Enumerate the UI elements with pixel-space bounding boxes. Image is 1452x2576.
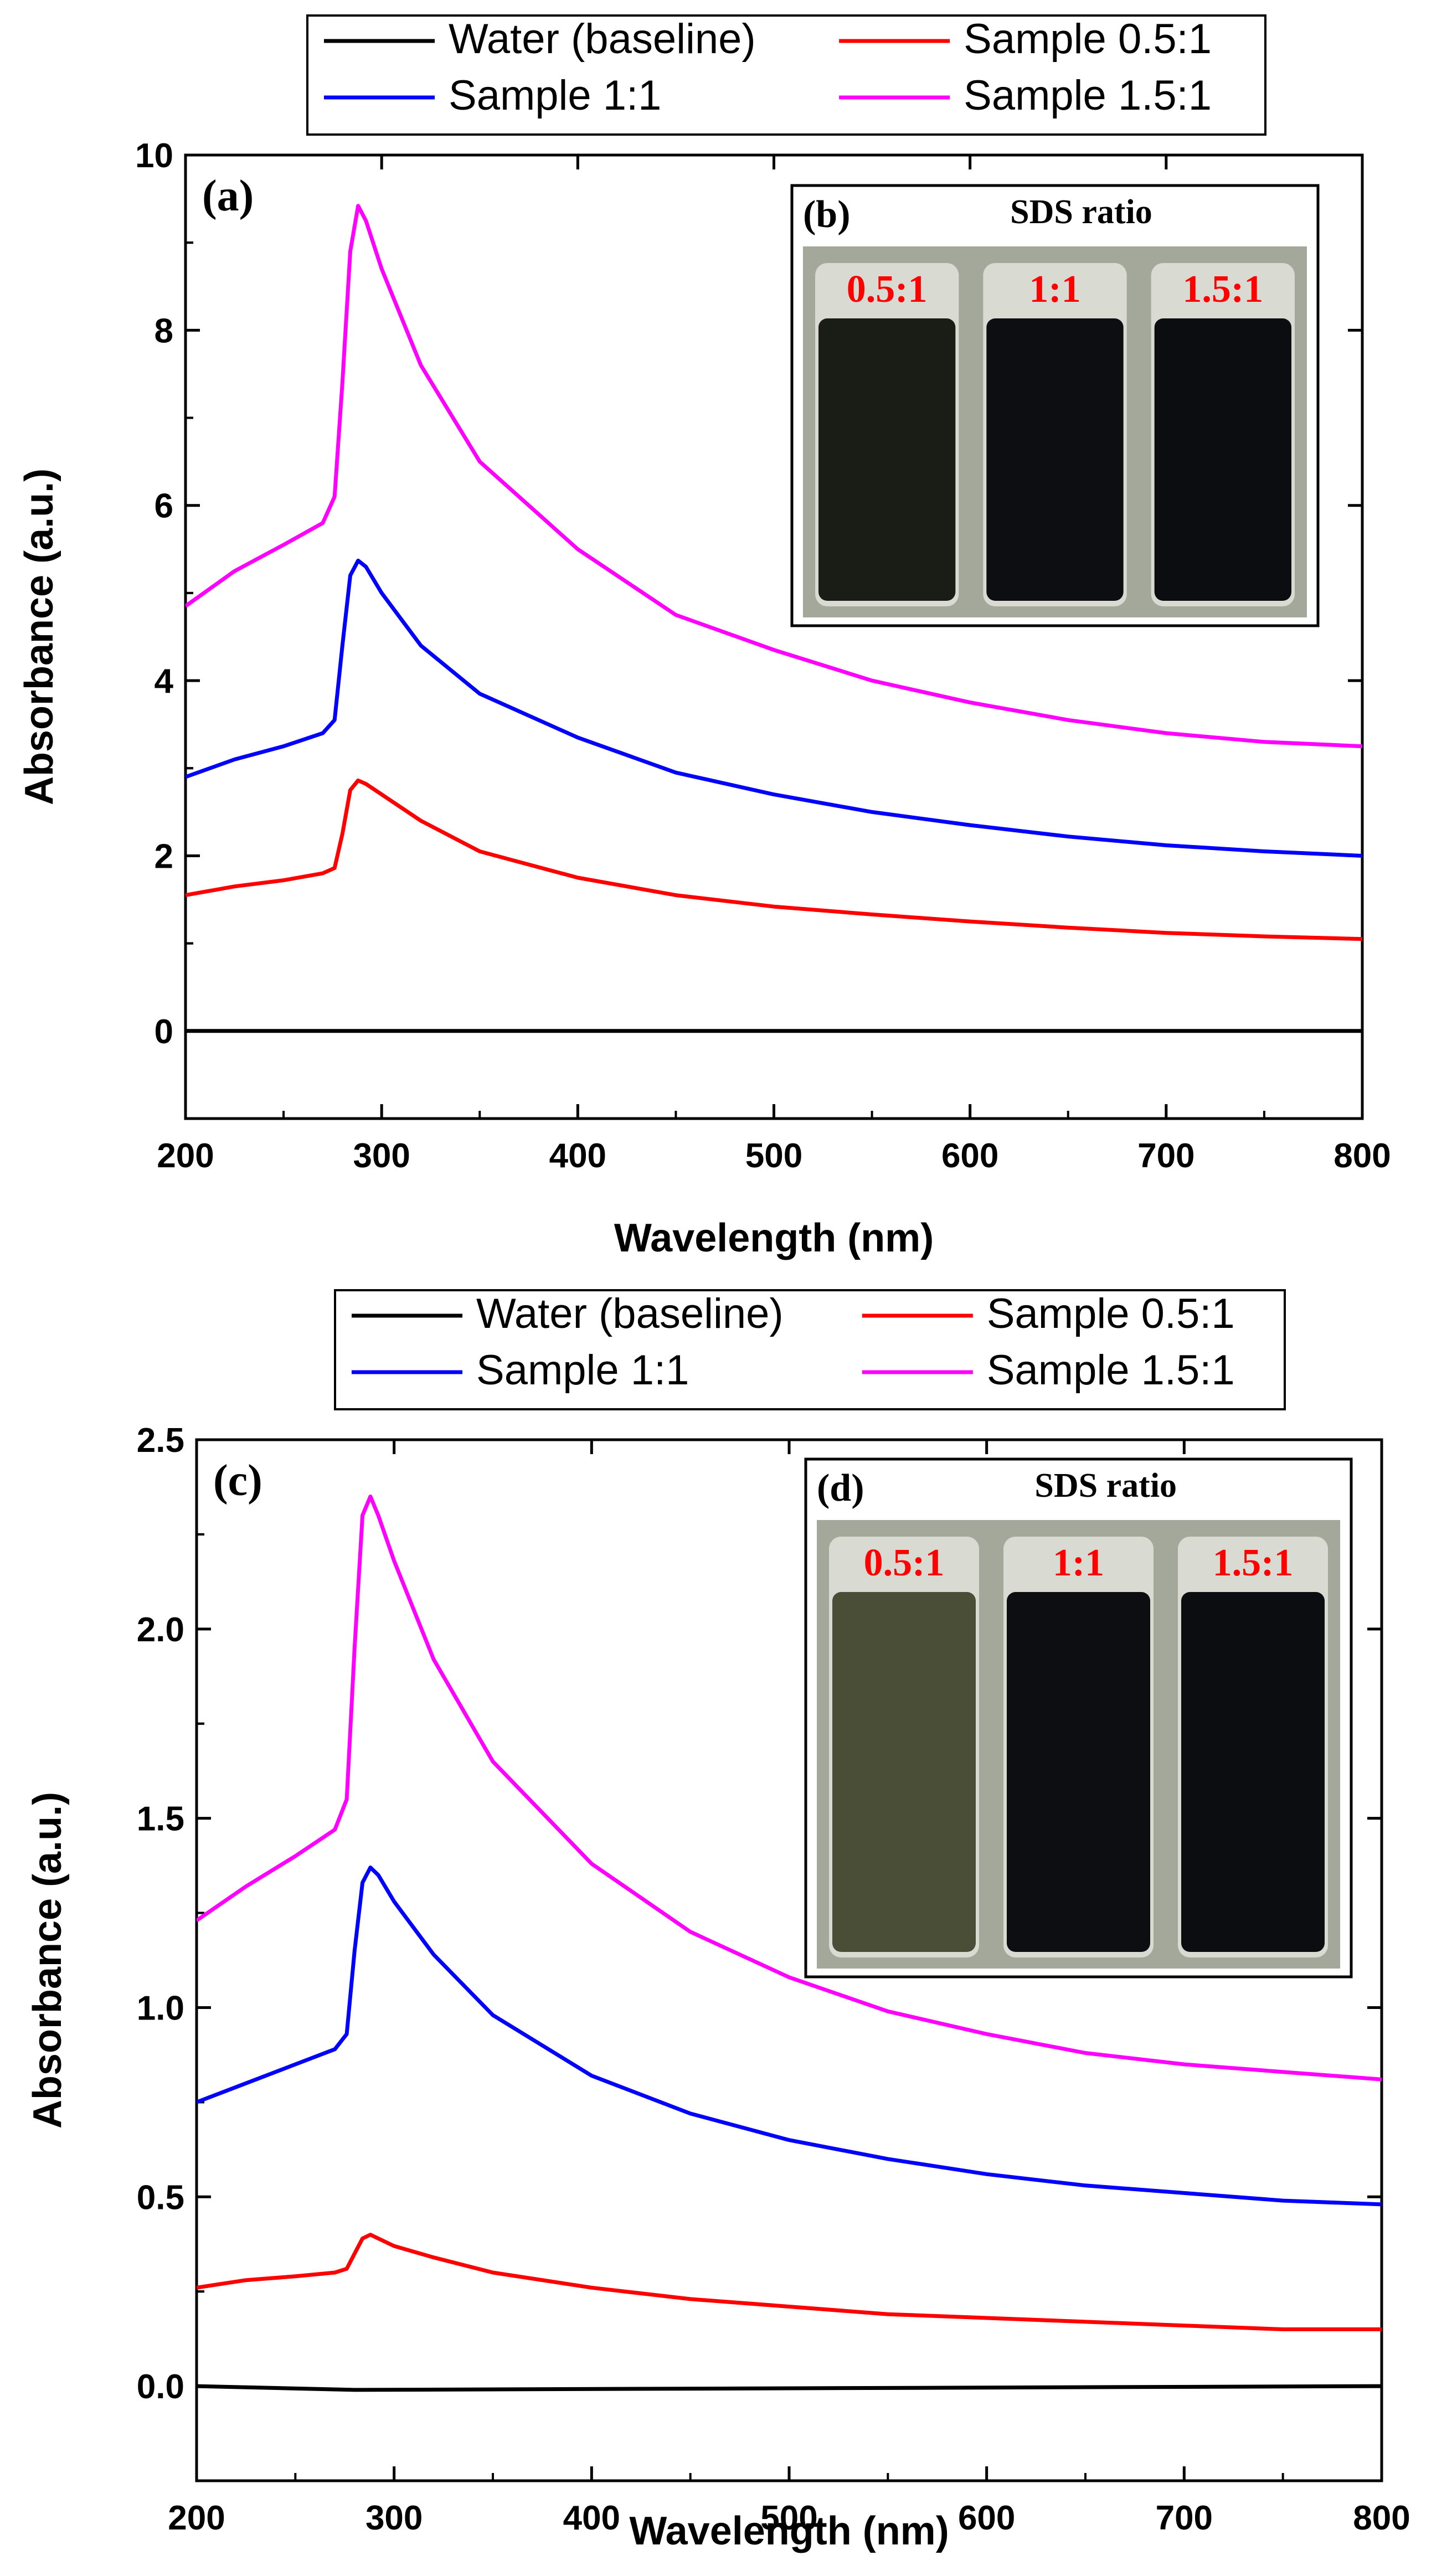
- y-tick-label: 4: [155, 662, 174, 700]
- panel-label: (c): [213, 1456, 262, 1505]
- x-tick-label: 700: [1156, 2499, 1213, 2537]
- series-line-s05: [186, 778, 1362, 941]
- x-tick-label: 500: [760, 2499, 817, 2537]
- x-tick-label: 200: [168, 2499, 225, 2537]
- inset-title: SDS ratio: [1034, 1467, 1177, 1505]
- legend-label-water: Water (baseline): [449, 16, 756, 63]
- inset-photo: (b) SDS ratio 0.5:1 1:1 1.5:1: [790, 184, 1320, 627]
- y-tick-label: 0.5: [137, 2178, 184, 2217]
- legend-label-water: Water (baseline): [476, 1290, 784, 1337]
- inset-label: (d): [817, 1467, 864, 1509]
- x-tick-label: 200: [157, 1137, 214, 1175]
- series-line-water: [197, 2384, 1382, 2392]
- y-axis-label: Absorbance (a.u.): [17, 468, 61, 805]
- vial-liquid: [818, 318, 956, 601]
- legend-box: [334, 1289, 1286, 1410]
- y-tick-label: 10: [135, 137, 173, 175]
- legend-label-s15: Sample 1.5:1: [987, 1347, 1235, 1394]
- x-tick-label: 400: [549, 1137, 606, 1175]
- x-tick-label: 700: [1137, 1137, 1194, 1175]
- y-tick-label: 6: [155, 487, 173, 525]
- x-tick-label: 500: [745, 1137, 802, 1175]
- panel-label: (a): [202, 172, 254, 220]
- vial-liquid: [832, 1592, 976, 1952]
- y-axis-label: Absorbance (a.u.): [25, 1792, 70, 2129]
- vial-liquid: [986, 318, 1124, 601]
- y-tick-label: 8: [155, 312, 173, 350]
- vial-label: 1:1: [1053, 1542, 1104, 1584]
- series-line-s1: [186, 558, 1362, 858]
- series-line-s1: [197, 1866, 1382, 2207]
- y-tick-label: 2.5: [137, 1421, 184, 1460]
- vial-label: 1.5:1: [1213, 1542, 1294, 1584]
- legend-label-s15: Sample 1.5:1: [964, 72, 1212, 119]
- vial-label: 0.5:1: [864, 1542, 945, 1584]
- y-tick-label: 0: [155, 1013, 173, 1051]
- vial-label: 1:1: [1029, 268, 1080, 311]
- inset-label: (b): [803, 193, 851, 236]
- x-axis-label: Wavelength (nm): [614, 1216, 934, 1260]
- x-tick-label: 600: [958, 2499, 1015, 2537]
- x-tick-label: 600: [941, 1137, 998, 1175]
- legend-label-s1: Sample 1:1: [476, 1347, 689, 1394]
- legend-label-s1: Sample 1:1: [449, 72, 661, 119]
- inset-title: SDS ratio: [1010, 193, 1152, 231]
- chart-panel-1: 200 300 400 500 600 700 800 0 2 4 6 8 10 Wavelength (…: [17, 14, 1391, 1260]
- x-tick-label: 400: [563, 2499, 620, 2537]
- x-tick-label: 800: [1333, 1137, 1391, 1175]
- vial-liquid: [1181, 1592, 1325, 1952]
- series-line-s05: [197, 2233, 1382, 2331]
- chart-panel-2: 200 300 400 500 600 700 800 0.0 0.5 1.0 1.5 2.0 2.5 W…: [25, 1289, 1410, 2553]
- series-line-s15: [197, 1495, 1382, 2082]
- y-tick-label: 2.0: [137, 1611, 184, 1649]
- inset-photo: (d) SDS ratio 0.5:1 1:1 1.5:1: [804, 1457, 1353, 1979]
- legend-label-s05: Sample 0.5:1: [964, 16, 1212, 63]
- legend-label-s05: Sample 0.5:1: [987, 1290, 1235, 1337]
- y-tick-label: 2: [155, 837, 173, 875]
- legend-box: [306, 14, 1266, 136]
- vial-label: 0.5:1: [847, 268, 928, 311]
- x-tick-label: 800: [1353, 2499, 1410, 2537]
- vial-liquid: [1007, 1592, 1150, 1952]
- series-line-s15: [186, 204, 1362, 749]
- y-tick-label: 1.5: [137, 1800, 184, 1838]
- x-tick-label: 300: [365, 2499, 423, 2537]
- legend: Water (baseline) Sample 0.5:1 Sample 1:1 Sa…: [334, 1289, 1286, 1410]
- vial-liquid: [1154, 318, 1291, 601]
- y-tick-label: 0.0: [137, 2368, 184, 2406]
- legend: Water (baseline) Sample 0.5:1 Sample 1:1 Sa…: [306, 14, 1266, 136]
- y-tick-label: 1.0: [137, 1989, 184, 2027]
- x-tick-label: 300: [353, 1137, 410, 1175]
- vial-label: 1.5:1: [1182, 268, 1263, 311]
- x-axis-label: Wavelength (nm): [629, 2509, 949, 2553]
